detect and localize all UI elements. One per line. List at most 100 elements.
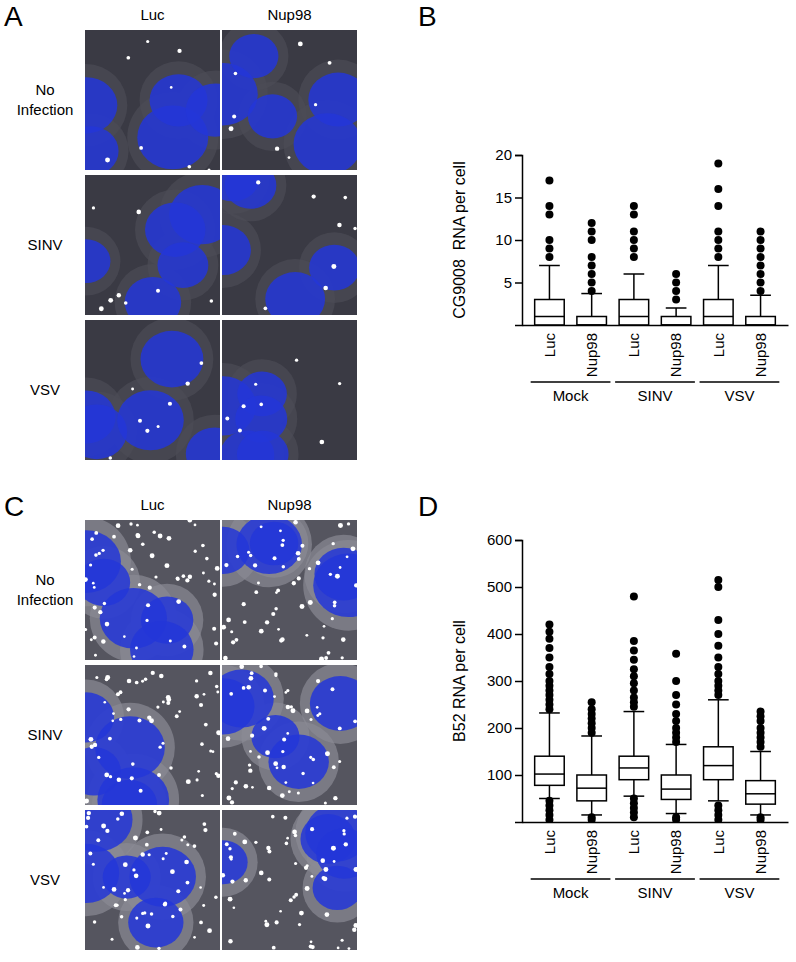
rna-spot bbox=[112, 887, 117, 892]
whisker-upper bbox=[718, 700, 720, 747]
y-tick: 15 bbox=[495, 189, 522, 206]
panel-label: C bbox=[4, 491, 24, 522]
rna-spot bbox=[178, 907, 182, 911]
rna-spot bbox=[339, 566, 342, 569]
whisker-cap-upper bbox=[708, 265, 729, 267]
box bbox=[577, 219, 607, 325]
rna-spot bbox=[216, 691, 219, 694]
rna-spot bbox=[146, 40, 149, 43]
box-body bbox=[704, 747, 734, 780]
outlier bbox=[545, 797, 553, 805]
rna-spot bbox=[332, 765, 336, 769]
rna-spot bbox=[233, 832, 237, 836]
box bbox=[535, 177, 565, 326]
cell-halo bbox=[85, 227, 120, 296]
outlier bbox=[630, 637, 638, 645]
rna-spot bbox=[201, 544, 205, 548]
box bbox=[619, 592, 649, 821]
rna-spot bbox=[353, 923, 357, 928]
rna-spot bbox=[135, 647, 138, 650]
rna-spot bbox=[285, 691, 288, 694]
rna-spot bbox=[161, 742, 164, 745]
box-body bbox=[535, 756, 565, 785]
y-tick: 10 bbox=[495, 231, 522, 248]
y-tick-label: 200 bbox=[487, 719, 512, 736]
rna-spot bbox=[316, 714, 319, 717]
whisker-upper bbox=[760, 752, 762, 781]
rna-spot bbox=[263, 689, 267, 693]
rna-spot bbox=[193, 844, 197, 848]
outlier bbox=[714, 576, 722, 584]
rna-spot bbox=[259, 629, 264, 634]
outlier bbox=[672, 650, 680, 658]
rna-spot bbox=[151, 671, 155, 675]
rna-spot bbox=[348, 947, 351, 950]
rna-spot bbox=[331, 542, 334, 545]
rna-spot bbox=[165, 852, 168, 855]
whisker-upper bbox=[633, 274, 635, 300]
rna-spot bbox=[353, 815, 357, 819]
micrograph bbox=[85, 665, 220, 805]
row-label: VSV bbox=[30, 381, 60, 398]
nucleus bbox=[157, 242, 208, 288]
figure: ALucNup98NoInfectionSINVVSVCLucNup98NoIn… bbox=[0, 0, 796, 962]
rna-spot bbox=[102, 886, 105, 889]
outlier bbox=[672, 717, 680, 725]
outlier bbox=[630, 646, 638, 654]
x-axis: LucNup98LucNup98LucNup98 bbox=[523, 823, 789, 875]
rna-spot bbox=[93, 635, 97, 639]
x-tick: Nup98 bbox=[752, 333, 769, 377]
rna-spot bbox=[199, 703, 203, 707]
rna-spot bbox=[231, 787, 234, 790]
rna-spot bbox=[133, 835, 138, 840]
whisker-upper bbox=[591, 294, 593, 317]
rna-spot bbox=[145, 830, 149, 834]
x-tick: Luc bbox=[625, 333, 642, 358]
rna-spot bbox=[202, 904, 205, 907]
rna-spot bbox=[186, 881, 190, 885]
nucleus bbox=[250, 522, 299, 566]
x-tick: Nup98 bbox=[583, 333, 600, 377]
plot-area bbox=[535, 576, 776, 822]
y-tick-label: 10 bbox=[495, 231, 512, 248]
x-tick-label: Luc bbox=[541, 333, 558, 358]
median bbox=[704, 765, 734, 767]
rna-spot bbox=[338, 523, 343, 528]
box-body bbox=[619, 300, 649, 326]
whisker-lower bbox=[718, 780, 720, 801]
cell-halo bbox=[226, 520, 312, 587]
y-tick: 100 bbox=[487, 766, 522, 783]
rna-spot bbox=[193, 936, 196, 939]
rna-spot bbox=[170, 86, 173, 89]
rna-spot bbox=[337, 223, 342, 228]
rna-spot bbox=[346, 555, 349, 558]
rna-spot bbox=[285, 842, 289, 846]
outlier bbox=[588, 287, 596, 295]
x-tick-label: Nup98 bbox=[752, 830, 769, 874]
rna-spot bbox=[323, 867, 328, 872]
rna-spot bbox=[273, 761, 278, 766]
rna-spot bbox=[184, 860, 189, 865]
rna-spot bbox=[314, 103, 317, 106]
whisker-cap-upper bbox=[624, 711, 645, 713]
outlier bbox=[714, 677, 722, 685]
rna-spot bbox=[248, 768, 252, 772]
y-tick-mark bbox=[515, 540, 522, 542]
outlier bbox=[757, 724, 765, 732]
nucleus bbox=[222, 225, 251, 275]
rna-spot bbox=[111, 938, 114, 941]
outlier bbox=[588, 236, 596, 244]
box-body bbox=[746, 317, 776, 326]
rna-spot bbox=[129, 522, 132, 525]
rna-spot bbox=[353, 227, 356, 230]
outlier bbox=[545, 245, 553, 253]
rna-spot bbox=[244, 878, 248, 882]
rna-spot bbox=[286, 837, 289, 840]
rna-spot bbox=[305, 634, 308, 637]
rna-spot bbox=[300, 604, 305, 609]
micrograph bbox=[222, 810, 357, 950]
rna-spot bbox=[123, 892, 126, 895]
rna-spot bbox=[109, 775, 112, 778]
rna-spot bbox=[323, 286, 328, 291]
rna-spot bbox=[215, 772, 218, 775]
